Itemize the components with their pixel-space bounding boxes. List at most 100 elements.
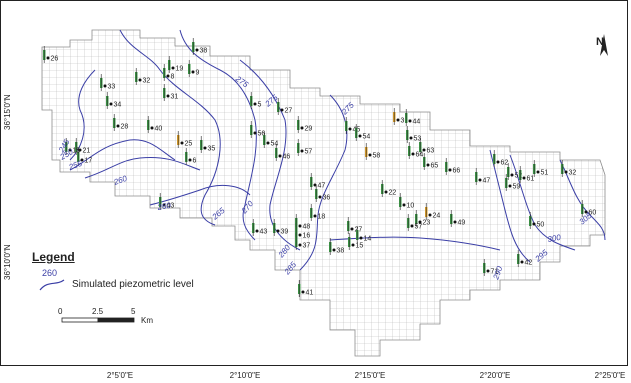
well-label: 19 — [176, 66, 184, 73]
well-dot — [301, 290, 305, 294]
well-dot — [426, 163, 430, 167]
well-dot — [253, 131, 257, 135]
well-marker: 60 — [581, 200, 596, 217]
contour-label: 300 — [547, 233, 562, 244]
well-marker: 46 — [275, 144, 290, 161]
well-marker: 62 — [493, 150, 508, 167]
well-label: 6 — [193, 158, 197, 165]
well-marker: 38 — [192, 38, 207, 55]
well-marker: 44 — [405, 109, 420, 126]
well-dot — [78, 148, 82, 152]
well-dot — [410, 224, 414, 228]
observation-wells: 2633342832311989384025635527565446295745… — [43, 38, 596, 297]
well-label: 15 — [356, 243, 364, 250]
well-marker: 53 — [406, 126, 421, 143]
well-dot — [368, 153, 372, 157]
well-marker: 40 — [147, 116, 162, 133]
well-dot — [384, 190, 388, 194]
well-dot — [318, 195, 322, 199]
well-label: 52 — [515, 173, 523, 180]
well-dot — [409, 136, 413, 140]
well-label: 63 — [427, 148, 435, 155]
well-label: 26 — [51, 56, 59, 63]
well-marker: 57 — [407, 214, 422, 231]
well-marker: 56 — [250, 121, 265, 138]
well-marker: 14 — [356, 226, 371, 243]
contour-line — [179, 29, 257, 241]
well-dot — [313, 183, 317, 187]
well-label: 62 — [501, 160, 509, 167]
longitude-label-4: 2°20'0"E — [479, 371, 511, 380]
well-dot — [68, 148, 72, 152]
scale-start-label: 0 — [58, 307, 63, 316]
well-marker: 64 — [408, 142, 423, 159]
well-marker: 54 — [355, 124, 370, 141]
north-label: N — [596, 36, 604, 48]
well-dot — [448, 168, 452, 172]
well-dot — [418, 220, 422, 224]
well-label: 14 — [364, 236, 372, 243]
well-dot — [276, 229, 280, 233]
well-label: 47 — [483, 178, 491, 185]
well-marker: 18 — [310, 204, 325, 221]
well-dot — [255, 229, 259, 233]
well-dot — [278, 154, 282, 158]
well-marker: 43 — [252, 219, 267, 236]
well-marker: 32 — [561, 160, 576, 177]
well-label: 5 — [258, 102, 262, 109]
well-dot — [520, 260, 524, 264]
well-dot — [408, 119, 412, 123]
well-label: 27 — [285, 108, 293, 115]
well-marker: 22 — [381, 180, 396, 197]
well-marker: 52 — [507, 163, 522, 180]
well-label: 51 — [541, 170, 549, 177]
well-dot — [166, 94, 170, 98]
well-marker: 10 — [399, 193, 414, 210]
well-marker: 47 — [475, 168, 490, 185]
well-label: 42 — [525, 260, 533, 267]
well-marker: 59 — [505, 174, 520, 191]
well-dot — [298, 233, 302, 237]
well-label: 10 — [407, 203, 415, 210]
legend-symbol-value: 260 — [42, 268, 57, 278]
well-label: 25 — [185, 141, 193, 148]
well-label: 59 — [513, 184, 521, 191]
well-marker: 71 — [483, 259, 498, 276]
map-frame — [0, 0, 628, 366]
well-marker: 42 — [517, 250, 532, 267]
well-marker: 23 — [415, 210, 430, 227]
scale-mid-label: 2.5 — [92, 307, 104, 316]
well-marker: 54 — [263, 131, 278, 148]
well-marker: 63 — [419, 138, 434, 155]
well-label: 29 — [305, 126, 313, 133]
well-dot — [150, 126, 154, 130]
contour-line — [119, 29, 221, 226]
well-marker: 37 — [295, 233, 310, 250]
well-dot — [350, 227, 354, 231]
well-dot — [266, 141, 270, 145]
north-arrow-icon — [600, 34, 608, 56]
well-dot — [532, 222, 536, 226]
well-marker: 25 — [177, 131, 192, 148]
well-dot — [188, 158, 192, 162]
well-marker: 47 — [310, 173, 325, 190]
well-dot — [422, 148, 426, 152]
well-label: 38 — [337, 248, 345, 255]
well-label: 43 — [167, 203, 175, 210]
well-label: 44 — [413, 119, 421, 126]
well-marker: 6 — [185, 148, 197, 165]
well-label: 35 — [208, 146, 216, 153]
well-label: 3 — [401, 118, 405, 125]
model-grid — [41, 29, 606, 357]
well-dot — [508, 184, 512, 188]
contour-line — [489, 149, 531, 263]
well-dot — [280, 108, 284, 112]
well-label: 34 — [114, 102, 122, 109]
well-dot — [402, 203, 406, 207]
well-label: 50 — [537, 222, 545, 229]
well-label: 54 — [271, 141, 279, 148]
well-label: 58 — [373, 153, 381, 160]
well-dot — [46, 56, 50, 60]
well-marker: 35 — [200, 136, 215, 153]
well-marker: 3 — [393, 108, 405, 125]
